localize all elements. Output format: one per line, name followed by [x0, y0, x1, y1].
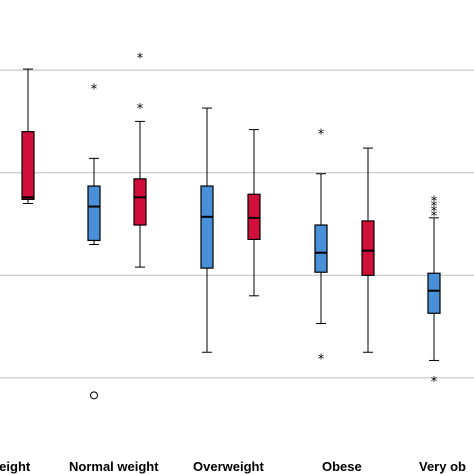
- category-label-very-obese: Very ob: [419, 459, 466, 474]
- iqr-box: [361, 220, 375, 276]
- outlier-star: *: [431, 210, 438, 225]
- iqr-box: [247, 193, 261, 240]
- box-overweight-blue: [200, 107, 214, 353]
- outlier-star: *: [431, 205, 438, 220]
- box-overweight-red: [247, 129, 261, 297]
- iqr-box: [133, 178, 147, 226]
- category-label-normal-weight: Normal weight: [69, 459, 159, 474]
- iqr-box: [87, 185, 101, 242]
- outlier-star: *: [431, 194, 438, 209]
- category-label-obese: Obese: [322, 459, 362, 474]
- outlier-star: *: [431, 199, 438, 214]
- plot-area: **********: [21, 52, 441, 400]
- iqr-box: [21, 131, 35, 200]
- outlier-star: *: [318, 352, 325, 367]
- outlier-star: *: [91, 82, 98, 97]
- outlier-star: *: [431, 375, 438, 390]
- iqr-box: [427, 272, 441, 314]
- box-very-obese-blue: *****: [427, 194, 441, 390]
- iqr-box: [200, 185, 214, 269]
- category-label-underweight: rweight: [0, 459, 31, 474]
- box-normal-weight-red: **: [133, 52, 147, 268]
- iqr-box: [314, 224, 328, 273]
- category-label-overweight: Overweight: [193, 459, 264, 474]
- box-underweight-red: [21, 68, 35, 204]
- box-obese-red: [361, 147, 375, 353]
- outlier-star: *: [137, 102, 144, 117]
- gridlines: [0, 69, 474, 379]
- outlier-circle: [90, 391, 98, 400]
- box-normal-weight-blue: *: [87, 82, 101, 400]
- category-axis-labels: rweight Normal weight Overweight Obese V…: [0, 459, 466, 474]
- outlier-star: *: [137, 52, 144, 67]
- outlier-star: *: [318, 128, 325, 143]
- box-obese-blue: **: [314, 128, 328, 367]
